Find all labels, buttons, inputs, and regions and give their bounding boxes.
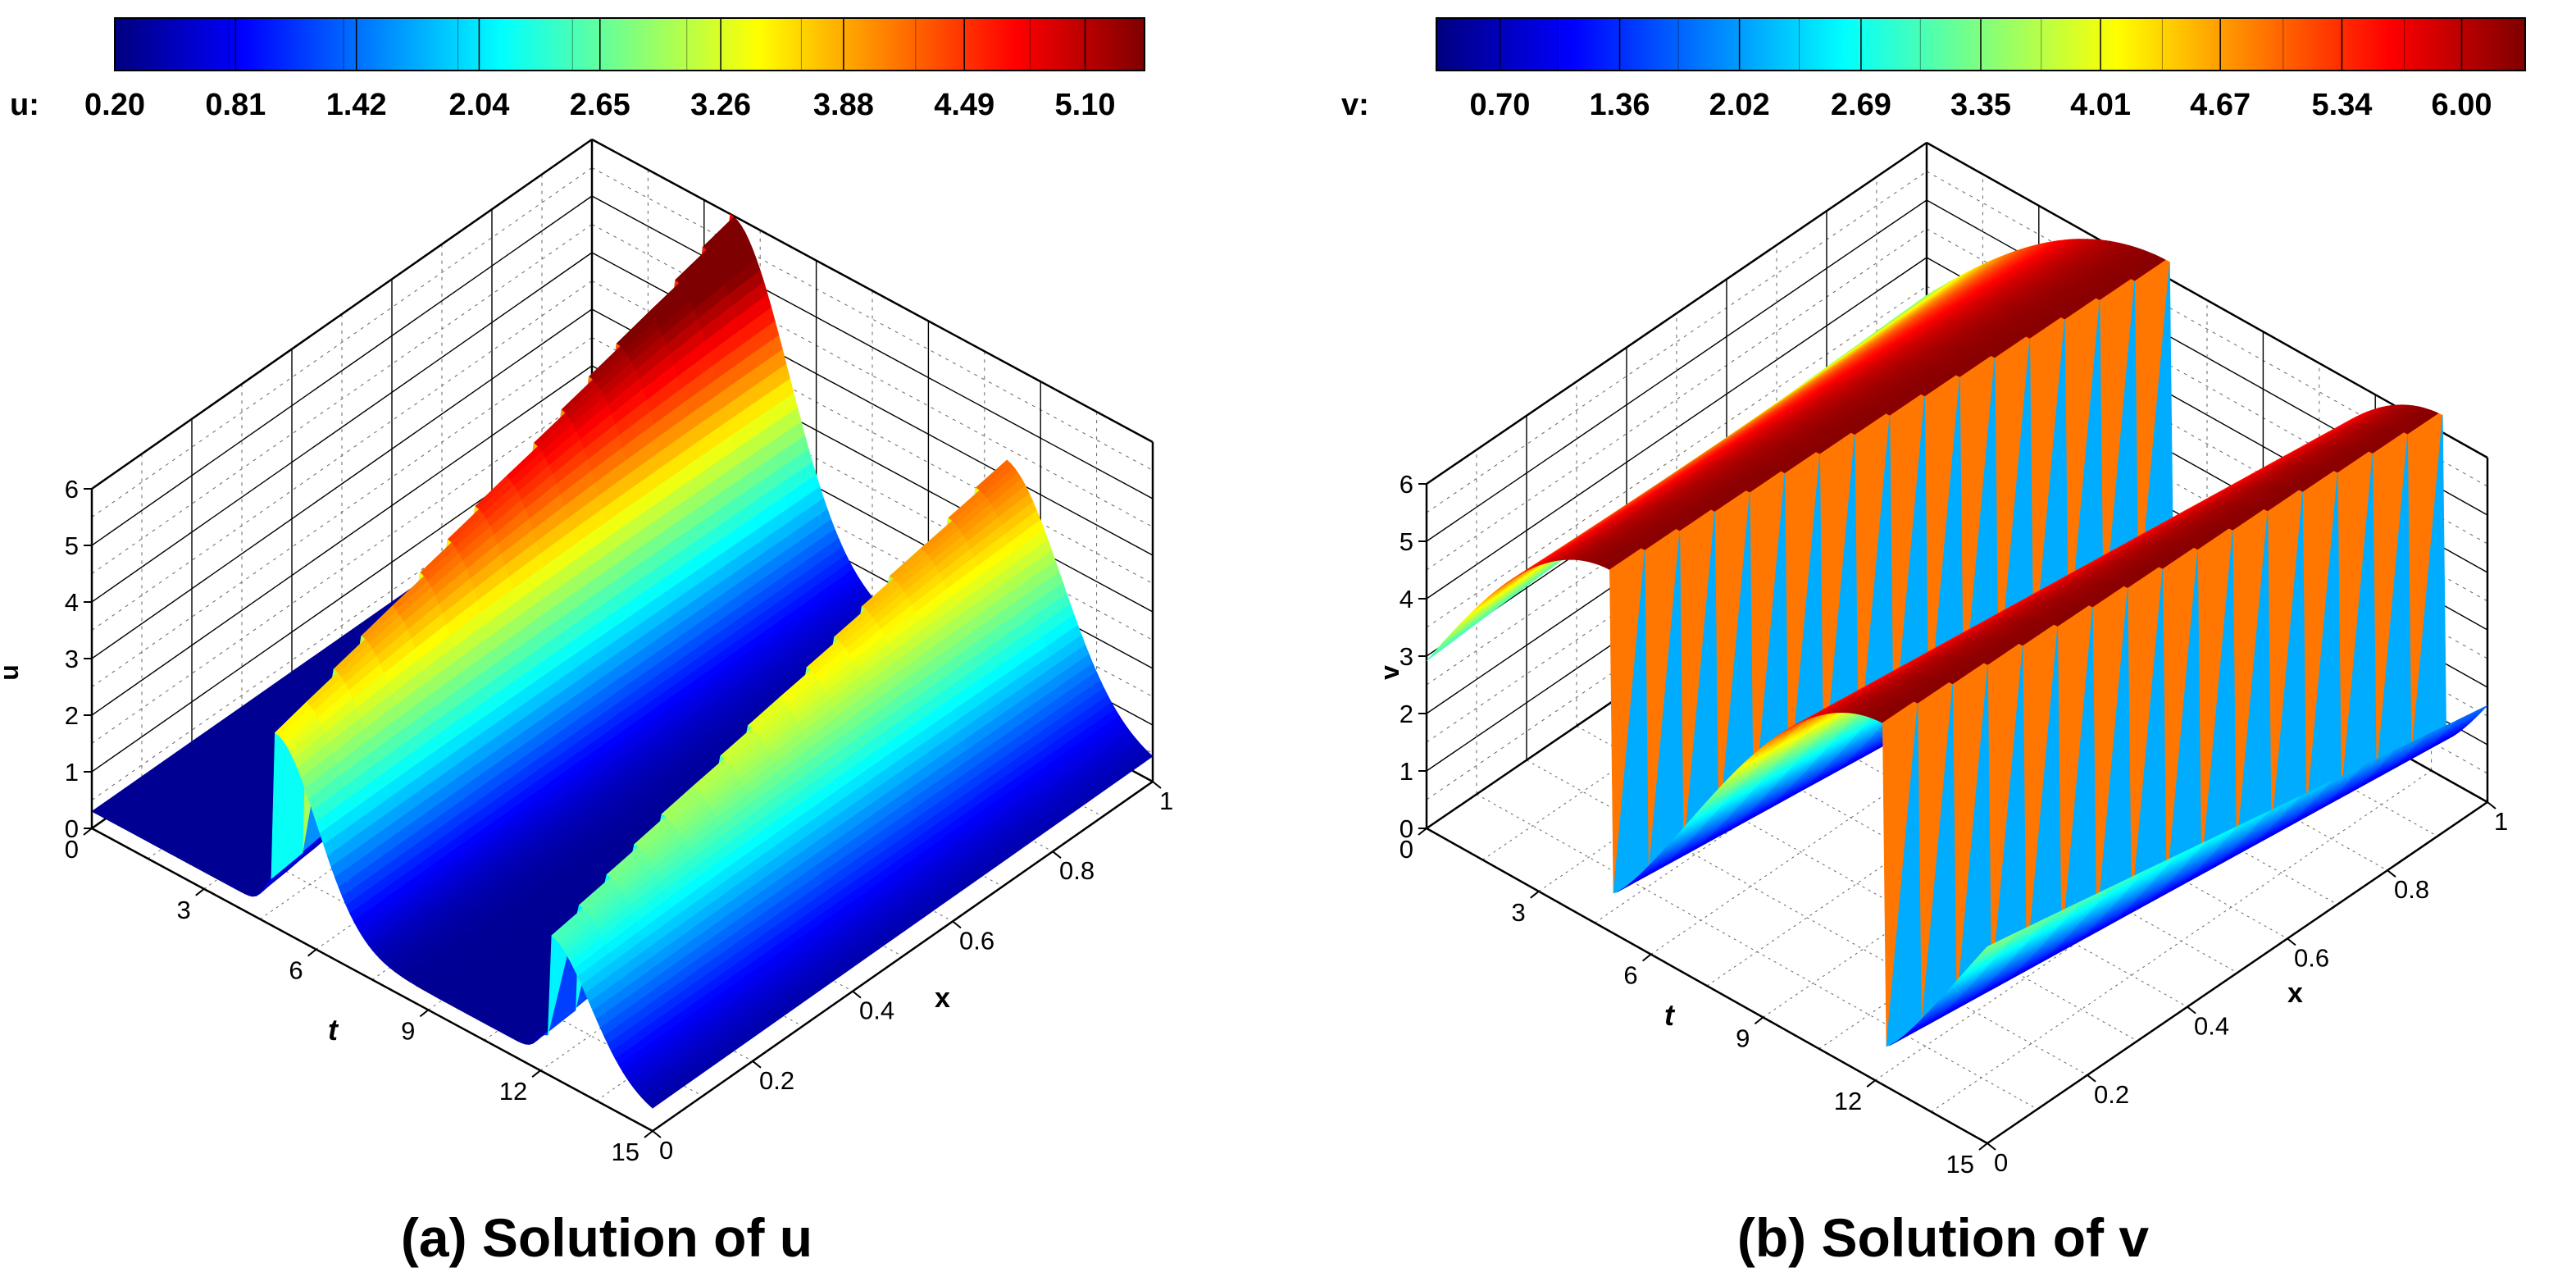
colorbar-tick-label: 0.70 <box>1469 88 1530 122</box>
colorbar-tick-label: 2.04 <box>448 88 509 122</box>
t-tick-label: 3 <box>177 896 191 924</box>
x-tick-label: 0.8 <box>1059 856 1095 885</box>
colorbar-tick-label: 6.00 <box>2432 88 2492 122</box>
x-tick-label: 1 <box>2494 807 2508 836</box>
t-tick-label: 0 <box>1400 835 1413 864</box>
z-tick-label: 5 <box>1400 527 1413 556</box>
t-tick-label: 6 <box>289 956 303 985</box>
x-tick-label: 0.2 <box>2094 1080 2129 1109</box>
v-surface <box>1426 239 2488 1047</box>
colorbar-tick-label: 2.65 <box>570 88 630 122</box>
colorbar-tick-label: 1.36 <box>1590 88 1650 122</box>
colorbar-tick-label: 4.49 <box>934 88 994 122</box>
colorbar-tick-label: 5.34 <box>2311 88 2372 122</box>
z-tick-label: 4 <box>65 588 79 617</box>
colorbar-tick-label: 5.10 <box>1055 88 1116 122</box>
colorbar-tick-label: 0.20 <box>84 88 145 122</box>
t-tick-label: 0 <box>65 835 79 864</box>
v-colorbar-label: v: <box>1341 88 1369 122</box>
colorbar-tick-label: 4.67 <box>2190 88 2251 122</box>
colorbar-tick-label: 3.88 <box>813 88 874 122</box>
x-tick-label: 0.4 <box>859 996 894 1025</box>
colorbar-tick-label: 1.42 <box>326 88 387 122</box>
z-tick-label: 1 <box>65 758 79 787</box>
u-t-axis-label: t <box>328 1013 339 1047</box>
colorbar-tick-label: 3.26 <box>690 88 751 122</box>
x-tick-label: 0.6 <box>2294 943 2329 972</box>
z-tick-label: 0 <box>65 814 79 843</box>
v-panel-title: (b) Solution of v <box>1737 1207 2150 1268</box>
t-tick-label: 12 <box>499 1077 527 1106</box>
t-tick-label: 6 <box>1623 961 1637 990</box>
colorbar-tick-label: 3.35 <box>1950 88 2011 122</box>
t-tick-label: 12 <box>1834 1087 1862 1115</box>
t-tick-label: 9 <box>401 1016 415 1045</box>
z-tick-label: 5 <box>65 531 79 560</box>
x-tick-label: 0.6 <box>959 926 994 955</box>
colorbar-tick-label: 0.81 <box>205 88 266 122</box>
surface-cell <box>648 1082 685 1109</box>
z-tick-label: 2 <box>1400 700 1413 728</box>
colorbar-tick-label: 4.01 <box>2070 88 2131 122</box>
t-tick-label: 3 <box>1512 898 1526 927</box>
x-tick-label: 0 <box>1994 1148 2008 1177</box>
z-tick-label: 3 <box>65 645 79 673</box>
u-panel-title: (a) Solution of u <box>401 1207 812 1268</box>
u-colorbar <box>114 17 1145 71</box>
z-tick-label: 1 <box>1400 757 1413 786</box>
panel-u: u: 0.20 0.81 1.42 2.04 2.65 3.26 3.88 4.49 5.10 … <box>0 17 1173 1268</box>
z-tick-label: 2 <box>65 701 79 730</box>
v-z-axis-label: v <box>1375 665 1404 680</box>
t-tick-label: 15 <box>612 1138 639 1166</box>
x-tick-label: 0.4 <box>2194 1012 2229 1041</box>
colorbar-tick-label: 2.02 <box>1709 88 1770 122</box>
z-tick-label: 6 <box>65 475 79 504</box>
t-tick-label: 9 <box>1736 1024 1750 1052</box>
colorbar-tick-label: 2.69 <box>1831 88 1891 122</box>
z-tick-label: 4 <box>1400 585 1413 613</box>
v-t-axis-label: t <box>1664 998 1676 1032</box>
v-x-axis-label: x <box>2287 978 2303 1009</box>
z-tick-label: 6 <box>1400 470 1413 499</box>
u-x-axis-label: x <box>935 983 950 1014</box>
panel-v: v: 0.70 1.36 2.02 2.69 3.35 4.01 4.67 5.34 6.00 … <box>1341 17 2526 1268</box>
x-tick-label: 1 <box>1159 787 1173 815</box>
u-z-axis-label: u <box>0 664 24 681</box>
x-tick-label: 0.8 <box>2394 875 2429 904</box>
x-tick-label: 0 <box>659 1136 673 1165</box>
u-surface <box>91 213 1154 1109</box>
u-colorbar-label: u: <box>10 88 39 122</box>
x-tick-label: 0.2 <box>759 1066 794 1095</box>
t-tick-label: 15 <box>1946 1150 1974 1179</box>
